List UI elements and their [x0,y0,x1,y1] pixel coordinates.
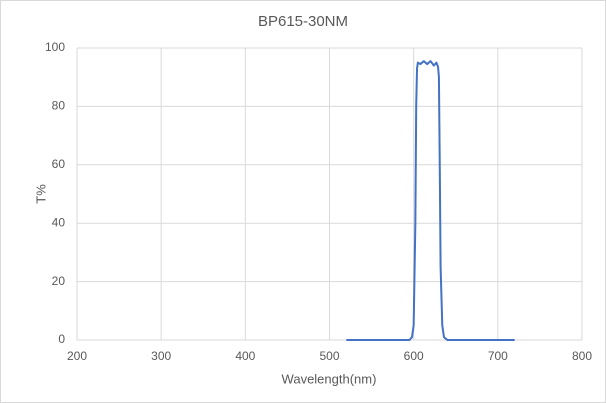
y-tick-label: 60 [52,157,66,171]
data-line [346,60,515,341]
y-tick-label: 80 [52,99,66,113]
x-tick-label: 800 [572,349,592,363]
x-tick-label: 300 [151,349,171,363]
y-tick-label: 100 [45,40,65,54]
x-tick-label: 500 [319,349,339,363]
y-tick-label: 20 [52,274,66,288]
x-tick-label: 400 [235,349,255,363]
chart-title: BP615-30NM [258,13,348,30]
x-tick-label: 600 [404,349,424,363]
y-tick-label: 0 [58,332,65,346]
y-axis-label: T% [33,184,48,204]
x-tick-label: 200 [67,349,87,363]
y-tick-label: 40 [52,215,66,229]
x-axis-label: Wavelength(nm) [282,371,377,386]
x-tick-label: 700 [488,349,508,363]
